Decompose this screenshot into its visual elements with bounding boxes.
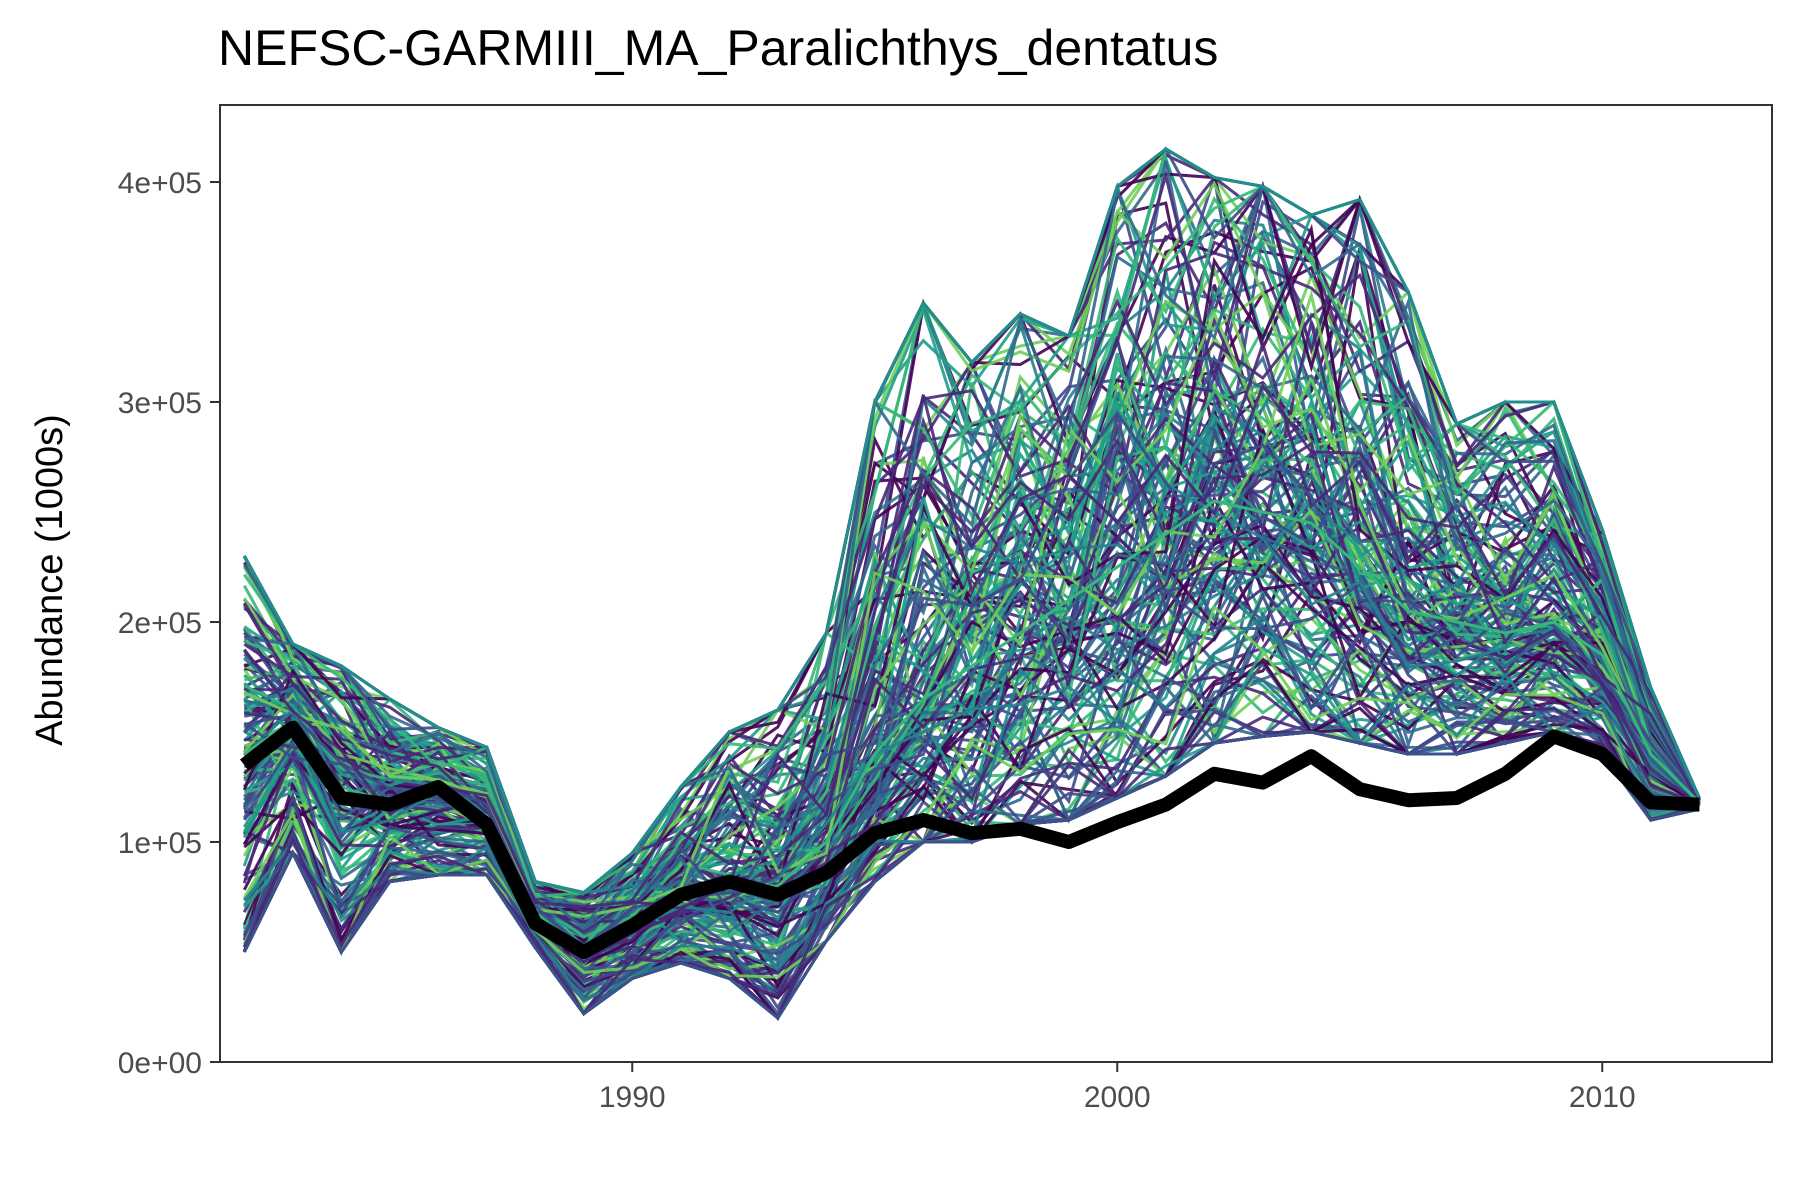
x-tick-label: 2000 [1084,1081,1151,1114]
y-axis-title: Abundance (1000s) [29,414,71,746]
series-line-ensemble-envelope-low [242,730,1700,1021]
chart-title: NEFSC-GARMIII_MA_Paralichthys_dentatus [218,20,1218,76]
x-tick-label: 1990 [599,1081,666,1114]
y-tick-label: 0e+00 [118,1047,202,1080]
y-tick-label: 4e+05 [118,167,202,200]
ensemble-line [243,354,1701,952]
ensemble-line [243,382,1701,910]
ensemble-line [243,604,1700,979]
x-tick-label: 2010 [1569,1081,1636,1114]
ensemble-line [243,182,1701,931]
ensemble-line [243,392,1701,907]
ensemble-line [243,309,1701,950]
ensemble-line [243,602,1700,1000]
series-line-reference [240,720,1700,959]
ensemble-line [243,272,1701,913]
ensemble-line [243,410,1701,956]
series-line-ensemble-envelope-high [242,147,1701,895]
y-tick-label: 3e+05 [118,387,202,420]
plot-area: 0e+00 1e+05 2e+05 3e+05 4e+05 1990 2000 2010 [118,104,1773,1114]
y-tick-label: 1e+05 [118,827,202,860]
y-tick-label: 2e+05 [118,607,202,640]
plot-border [219,104,1773,1063]
ensemble-line [242,591,1700,1017]
ensemble-line [242,630,1700,983]
